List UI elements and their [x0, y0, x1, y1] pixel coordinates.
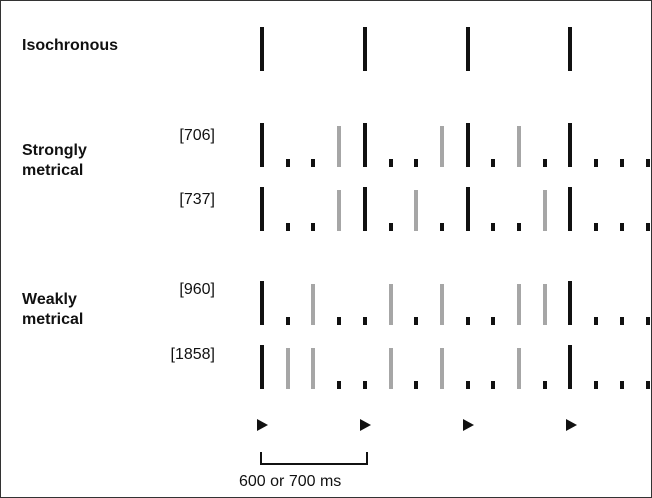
loud-tone-r0-8 — [466, 27, 470, 71]
soft-tone-r3-13 — [594, 317, 598, 325]
interval-label: 600 or 700 ms — [239, 473, 342, 490]
soft-tone-r1-13 — [594, 159, 598, 167]
medium-tone-r3-7 — [440, 284, 444, 325]
medium-tone-r1-7 — [440, 126, 444, 167]
label-isochronous: Isochronous — [22, 37, 119, 54]
loud-tone-r1-8 — [466, 123, 470, 167]
soft-tone-r4-8 — [466, 381, 470, 389]
loud-tone-r2-12 — [568, 187, 572, 231]
soft-tone-r2-14 — [620, 223, 624, 231]
loud-tone-r4-0 — [260, 345, 264, 389]
soft-tone-r2-15 — [646, 223, 650, 231]
soft-tone-r1-2 — [311, 159, 315, 167]
medium-tone-r1-3 — [337, 126, 341, 167]
loud-tone-r1-12 — [568, 123, 572, 167]
soft-tone-r3-9 — [491, 317, 495, 325]
soft-tone-r2-7 — [440, 223, 444, 231]
loud-tone-r2-0 — [260, 187, 264, 231]
soft-tone-r4-9 — [491, 381, 495, 389]
loud-tone-r1-0 — [260, 123, 264, 167]
beat-arrow-icon — [566, 419, 577, 431]
row-code-706: [706] — [179, 127, 215, 144]
soft-tone-r4-3 — [337, 381, 341, 389]
label-weakly-metrical: Weakly metrical — [22, 291, 84, 328]
loud-tone-r3-12 — [568, 281, 572, 325]
beat-arrow-icon — [360, 419, 371, 431]
interval-bracket — [260, 452, 368, 465]
loud-tone-r0-4 — [363, 27, 367, 71]
medium-tone-r3-5 — [389, 284, 393, 325]
soft-tone-r3-1 — [286, 317, 290, 325]
soft-tone-r1-9 — [491, 159, 495, 167]
loud-tone-r0-0 — [260, 27, 264, 71]
row-code-1858: [1858] — [170, 346, 215, 363]
soft-tone-r4-14 — [620, 381, 624, 389]
medium-tone-r1-10 — [517, 126, 521, 167]
soft-tone-r1-11 — [543, 159, 547, 167]
medium-tone-r4-1 — [286, 348, 290, 389]
medium-tone-r3-11 — [543, 284, 547, 325]
medium-tone-r3-2 — [311, 284, 315, 325]
beat-arrow-icon — [257, 419, 268, 431]
soft-tone-r2-5 — [389, 223, 393, 231]
soft-tone-r3-14 — [620, 317, 624, 325]
soft-tone-r1-5 — [389, 159, 393, 167]
loud-tone-r2-8 — [466, 187, 470, 231]
label-strongly-metrical: Strongly metrical — [22, 142, 87, 179]
beat-arrow-icon — [463, 419, 474, 431]
medium-tone-r2-11 — [543, 190, 547, 231]
soft-tone-r2-10 — [517, 223, 521, 231]
medium-tone-r4-7 — [440, 348, 444, 389]
medium-tone-r2-3 — [337, 190, 341, 231]
soft-tone-r2-13 — [594, 223, 598, 231]
medium-tone-r4-2 — [311, 348, 315, 389]
soft-tone-r4-13 — [594, 381, 598, 389]
row-code-737: [737] — [179, 191, 215, 208]
soft-tone-r1-14 — [620, 159, 624, 167]
soft-tone-r4-4 — [363, 381, 367, 389]
medium-tone-r4-10 — [517, 348, 521, 389]
soft-tone-r1-15 — [646, 159, 650, 167]
loud-tone-r1-4 — [363, 123, 367, 167]
medium-tone-r4-5 — [389, 348, 393, 389]
loud-tone-r0-12 — [568, 27, 572, 71]
soft-tone-r2-1 — [286, 223, 290, 231]
loud-tone-r3-0 — [260, 281, 264, 325]
loud-tone-r4-12 — [568, 345, 572, 389]
soft-tone-r2-2 — [311, 223, 315, 231]
soft-tone-r4-15 — [646, 381, 650, 389]
medium-tone-r3-10 — [517, 284, 521, 325]
soft-tone-r3-3 — [337, 317, 341, 325]
soft-tone-r1-1 — [286, 159, 290, 167]
soft-tone-r2-9 — [491, 223, 495, 231]
soft-tone-r3-4 — [363, 317, 367, 325]
soft-tone-r3-6 — [414, 317, 418, 325]
soft-tone-r4-11 — [543, 381, 547, 389]
medium-tone-r2-6 — [414, 190, 418, 231]
soft-tone-r3-8 — [466, 317, 470, 325]
soft-tone-r3-15 — [646, 317, 650, 325]
soft-tone-r1-6 — [414, 159, 418, 167]
row-code-960: [960] — [179, 281, 215, 298]
soft-tone-r4-6 — [414, 381, 418, 389]
loud-tone-r2-4 — [363, 187, 367, 231]
